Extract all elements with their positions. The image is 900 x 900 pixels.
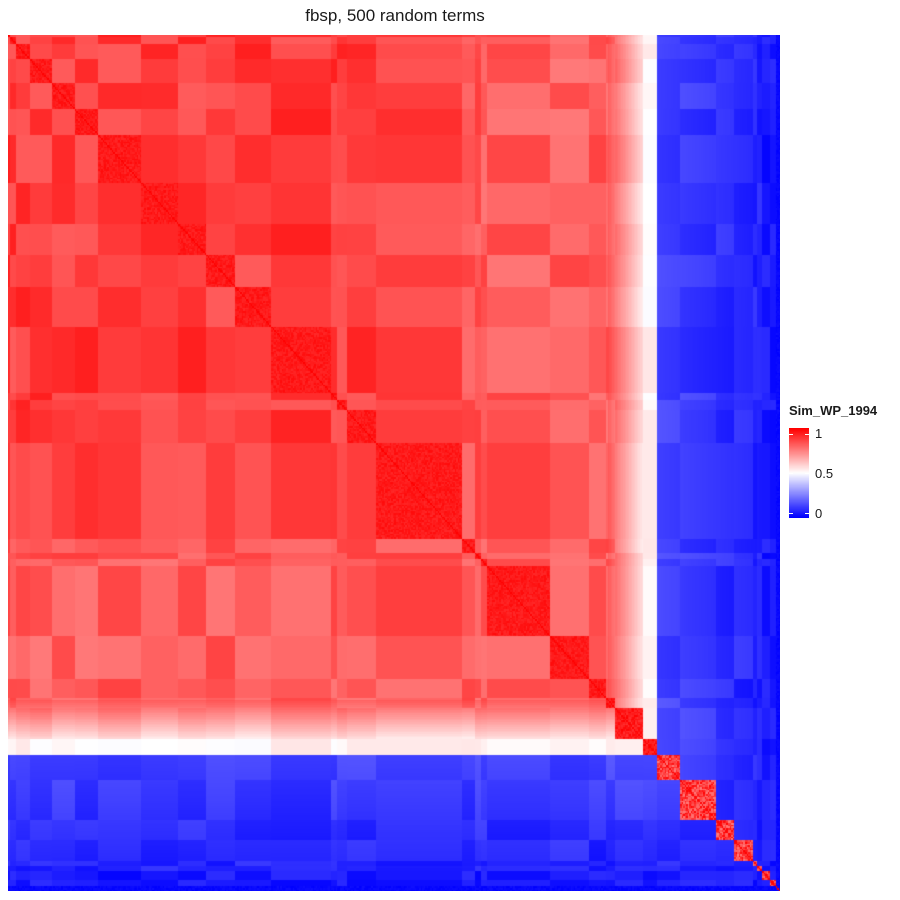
chart-title: fbsp, 500 random terms — [305, 6, 485, 25]
legend-tick-label-0.5: 0.5 — [815, 466, 834, 481]
legend-title: Sim_WP_1994 — [789, 403, 878, 418]
legend-tick-mark-0 — [789, 513, 793, 514]
legend: Sim_WP_1994 1 0.5 0 — [787, 403, 897, 533]
legend-tick-mark-1 — [789, 434, 793, 435]
legend-tick-label-1: 1 — [815, 426, 823, 441]
legend-colorbar — [789, 428, 809, 518]
legend-tick-mark-0b — [805, 513, 809, 514]
heatmap — [8, 35, 780, 891]
legend-tick-mark-05 — [789, 473, 793, 474]
legend-tick-mark-1b — [805, 434, 809, 435]
legend-tick-mark-05b — [805, 473, 809, 474]
legend-tick-label-0: 0 — [815, 506, 823, 521]
